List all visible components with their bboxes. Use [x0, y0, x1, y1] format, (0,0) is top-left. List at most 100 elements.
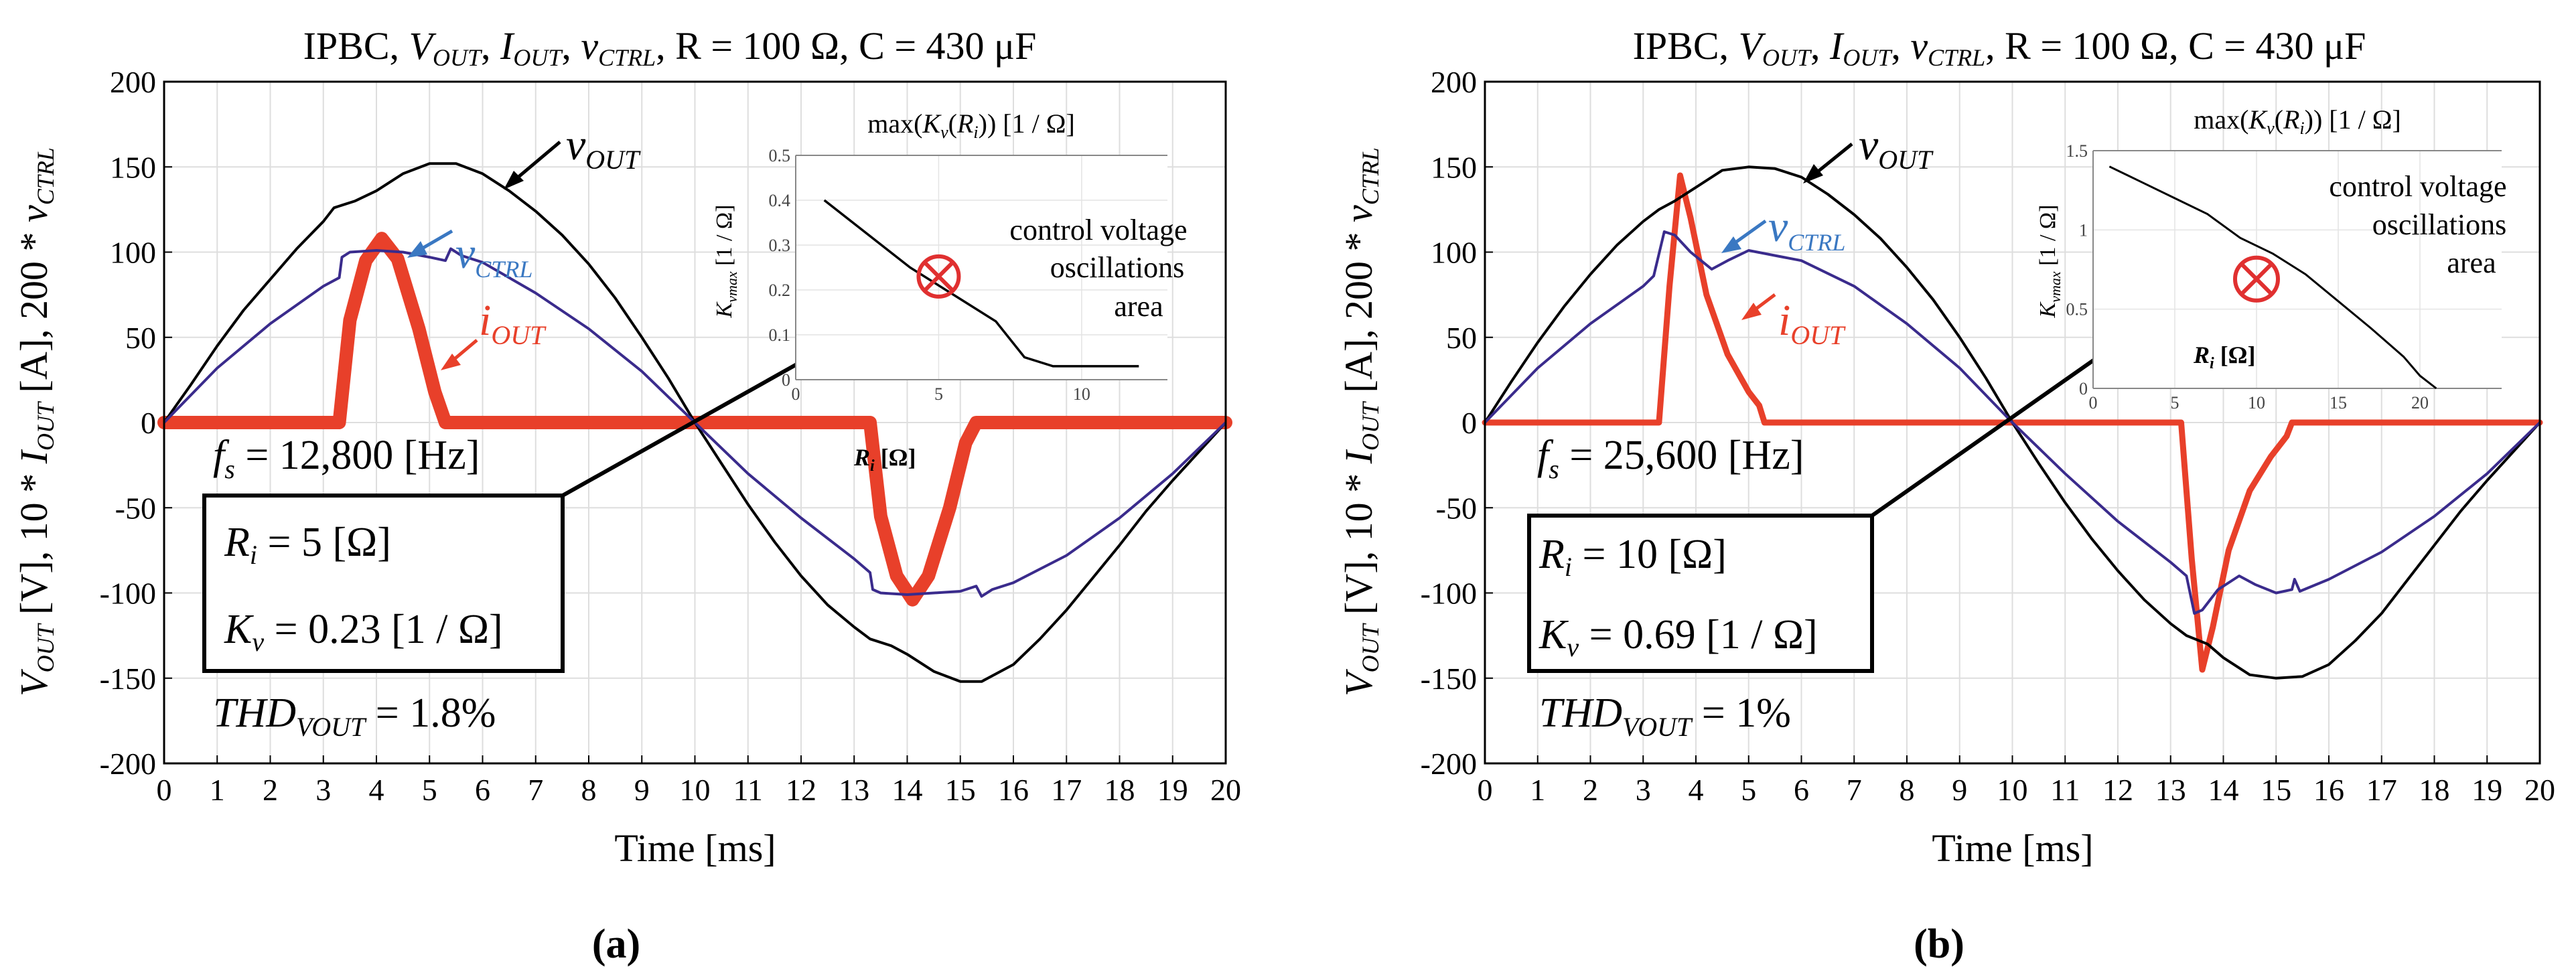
inset-y-tick-label: 0.1 — [769, 325, 791, 345]
x-tick-label: 14 — [892, 773, 923, 807]
y-tick-label: 50 — [125, 321, 156, 355]
arrowhead-i-out-a — [441, 354, 461, 370]
inset-label-line-2-b: oscillations — [2372, 208, 2506, 241]
inset-marker-cross-a — [923, 260, 954, 293]
parameter-box-a — [202, 494, 565, 673]
plot-frame-b — [1484, 80, 2541, 765]
y-tick-label: 0 — [141, 406, 156, 440]
x-tick-label: 18 — [1104, 773, 1135, 807]
kv-label-a: Kv = 0.23 [1 / Ω] — [224, 607, 503, 657]
inset-y-tick-label: 0 — [782, 370, 790, 390]
x-tick-label: 4 — [1689, 773, 1704, 807]
inset-x-tick-label: 0 — [792, 384, 800, 404]
x-tick-label: 6 — [475, 773, 490, 807]
x-axis-label-b: Time [ms] — [1932, 826, 2093, 870]
inset-curve-a — [823, 199, 1139, 368]
inset-y-label-b: Kvmax [1 / Ω] — [2035, 205, 2064, 319]
parameter-box-b — [1527, 514, 1874, 673]
inset-marker-cross-b — [2240, 262, 2273, 296]
inset-y-tick-label: 0.4 — [769, 191, 791, 210]
x-tick-label: 4 — [369, 773, 384, 807]
y-tick-label: -200 — [100, 747, 156, 781]
annotation-i-out-b: iOUT — [1778, 296, 1846, 350]
x-tick-label: 1 — [210, 773, 225, 807]
annotation-v-out-b: vOUT — [1859, 121, 1934, 175]
inset-marker-b — [2233, 255, 2280, 303]
inset-label-line-1-b: control voltage — [2329, 170, 2506, 203]
inset-x-tick-label: 5 — [2171, 393, 2179, 412]
inset-curve-b — [2108, 165, 2437, 390]
series-line-v-ctrl — [163, 247, 1227, 598]
y-tick-label: 200 — [1431, 65, 1477, 99]
x-tick-label: 0 — [157, 773, 172, 807]
x-tick-label: 9 — [1952, 773, 1967, 807]
y-tick-label: -150 — [1421, 662, 1477, 696]
x-tick-label: 18 — [2419, 773, 2450, 807]
inset-a: max(Kv(Ri)) [1 / Ω] 0 5 10 0 0.1 0.2 0.3 0.4 0.5… — [712, 108, 1188, 475]
kv-label-b: Kv = 0.69 [1 / Ω] — [1539, 612, 1818, 662]
arrowhead-v-out-a — [504, 171, 524, 190]
x-tick-label: 10 — [680, 773, 711, 807]
inset-y-tick-label: 0.3 — [769, 236, 791, 255]
inset-title-b: max(Kv(Ri)) [1 / Ω] — [2194, 104, 2401, 138]
y-tick-label: -200 — [1421, 747, 1477, 781]
fs-label-a: fs = 12,800 [Hz] — [213, 433, 480, 484]
x-tick-label: 13 — [2155, 773, 2186, 807]
panel-b: IPBC, VOUT, IOUT, vCTRL, R = 100 Ω, C = … — [1337, 24, 2555, 967]
inset-x-tick-label: 0 — [2089, 393, 2098, 412]
inset-title-a: max(Kv(Ri)) [1 / Ω] — [867, 108, 1075, 142]
y-tick-label: 150 — [110, 150, 156, 184]
y-axis-label-b: VOUT [V], 10 * IOUT [A], 200 * vCTRL — [1337, 147, 1384, 696]
inset-y-tick-label: 0.5 — [2066, 300, 2088, 319]
x-tick-label: 7 — [1847, 773, 1862, 807]
x-tick-label: 15 — [2261, 773, 2291, 807]
arrowhead-i-out-b — [1741, 303, 1762, 320]
inset-y-tick-label: 0.2 — [769, 281, 791, 300]
inset-ticks-a: 0 5 10 0 0.1 0.2 0.3 0.4 0.5 — [769, 146, 1090, 404]
inset-label-line-3-a: area — [1114, 290, 1163, 323]
annotation-i-out-a: iOUT — [479, 296, 547, 350]
x-tick-label: 10 — [1997, 773, 2028, 807]
inset-x-tick-label: 10 — [2248, 393, 2265, 412]
annotation-v-ctrl-a: vCTRL — [455, 229, 532, 283]
x-tick-label: 11 — [2050, 773, 2080, 807]
panel-label-b: (b) — [1914, 921, 1964, 967]
x-tick-label: 7 — [528, 773, 543, 807]
inset-marker-a — [916, 254, 961, 299]
y-axis-label-a: VOUT [V], 10 * IOUT [A], 200 * vCTRL — [12, 147, 59, 696]
inset-x-label-a: Ri [Ω] — [853, 444, 916, 475]
y-tick-label: 100 — [1431, 236, 1477, 270]
x-tick-label: 1 — [1530, 773, 1545, 807]
y-tick-label: 100 — [110, 236, 156, 270]
y-tick-label: -50 — [1436, 491, 1477, 525]
x-tick-label: 15 — [945, 773, 976, 807]
x-tick-label: 3 — [315, 773, 331, 807]
tick-labels-a: 0 1 2 3 4 5 6 7 8 9 10 11 12 13 14 15 16 17 18 19 20-200-150… — [100, 65, 1241, 807]
chart-title-b: IPBC, VOUT, IOUT, vCTRL, R = 100 Ω, C = … — [1633, 24, 2366, 71]
x-tick-label: 3 — [1636, 773, 1651, 807]
inset-background — [796, 155, 1167, 380]
x-tick-label: 17 — [1051, 773, 1082, 807]
thd-label-a: THDVOUT = 1.8% — [213, 690, 496, 742]
inset-x-tick-label: 20 — [2411, 393, 2429, 412]
series-b — [1482, 165, 2543, 680]
inset-label-line-2-a: oscillations — [1050, 251, 1184, 284]
ri-label-a: Ri = 5 [Ω] — [224, 520, 391, 570]
x-tick-label: 16 — [998, 773, 1029, 807]
y-tick-label: -150 — [100, 662, 156, 696]
tick-labels-b: 0 1 2 3 4 5 6 7 8 9 10 11 12 13 14 15 16 17 18 19 20-200-150… — [1421, 65, 2555, 807]
y-tick-label: 0 — [1461, 406, 1477, 440]
inset-x-tick-label: 10 — [1073, 384, 1090, 404]
x-tick-label: 20 — [2524, 773, 2555, 807]
x-tick-label: 17 — [2366, 773, 2397, 807]
series-line-i-out — [157, 232, 1232, 607]
thd-label-b: THDVOUT = 1% — [1539, 690, 1791, 742]
series-line-i-out — [1482, 172, 2543, 673]
x-tick-label: 8 — [1900, 773, 1915, 807]
inset-x-tick-label: 5 — [934, 384, 943, 404]
series-line-v-ctrl — [1484, 230, 2541, 615]
x-axis-label-a: Time [ms] — [614, 826, 776, 870]
x-tick-label: 9 — [634, 773, 650, 807]
y-tick-label: -50 — [115, 491, 156, 525]
